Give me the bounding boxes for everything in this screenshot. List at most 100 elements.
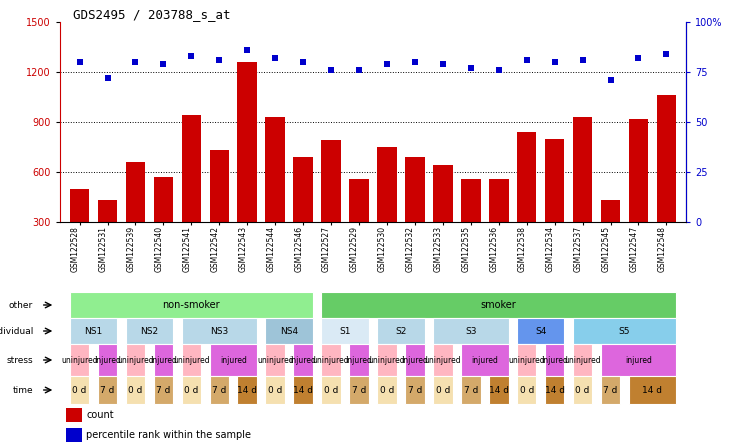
Text: 0 d: 0 d (520, 385, 534, 395)
Text: GDS2495 / 203788_s_at: GDS2495 / 203788_s_at (73, 8, 230, 21)
Text: time: time (13, 385, 33, 395)
Text: percentile rank within the sample: percentile rank within the sample (86, 430, 251, 440)
Bar (573, 117, 592, 272)
Bar (266, 117, 285, 272)
Bar (350, 178, 369, 272)
Text: injured: injured (220, 356, 247, 365)
Text: 14 d: 14 d (293, 385, 313, 395)
Text: 0 d: 0 d (380, 385, 394, 395)
Bar (294, 157, 313, 272)
Bar (66, 408, 82, 422)
Text: injured: injured (94, 356, 121, 365)
Text: injured: injured (290, 356, 316, 365)
Point (353, 67, 365, 74)
Text: 14 d: 14 d (643, 385, 662, 395)
Point (241, 47, 253, 54)
Text: NS3: NS3 (210, 326, 228, 336)
Text: 0 d: 0 d (184, 385, 199, 395)
Bar (657, 95, 676, 272)
Text: 7 d: 7 d (212, 385, 227, 395)
Text: S4: S4 (535, 326, 546, 336)
Text: uninjured: uninjured (257, 356, 294, 365)
Bar (66, 428, 82, 442)
Bar (126, 162, 145, 272)
Bar (629, 119, 648, 272)
Text: S2: S2 (395, 326, 406, 336)
Bar (322, 140, 341, 272)
Bar (601, 200, 620, 272)
Text: 0 d: 0 d (324, 385, 339, 395)
Point (185, 52, 197, 59)
Text: 0 d: 0 d (576, 385, 590, 395)
Bar (70, 189, 89, 272)
Point (297, 59, 309, 66)
Text: count: count (86, 410, 114, 420)
Bar (405, 157, 425, 272)
Bar (238, 62, 257, 272)
Bar (98, 200, 117, 272)
Text: 0 d: 0 d (128, 385, 143, 395)
Point (381, 60, 393, 67)
Text: 0 d: 0 d (72, 385, 87, 395)
Text: uninjured: uninjured (565, 356, 601, 365)
Text: uninjured: uninjured (509, 356, 545, 365)
Text: 7 d: 7 d (352, 385, 367, 395)
Text: 0 d: 0 d (268, 385, 283, 395)
Point (577, 56, 589, 63)
Text: other: other (9, 301, 33, 309)
Text: uninjured: uninjured (313, 356, 350, 365)
Text: injured: injured (150, 356, 177, 365)
Point (325, 67, 337, 74)
Point (660, 51, 672, 58)
Point (158, 60, 169, 67)
Text: S1: S1 (339, 326, 351, 336)
Point (633, 55, 645, 62)
Point (213, 56, 225, 63)
Bar (433, 165, 453, 272)
Point (465, 64, 477, 71)
Text: NS2: NS2 (141, 326, 158, 336)
Text: injured: injured (346, 356, 372, 365)
Text: 7 d: 7 d (408, 385, 422, 395)
Bar (182, 115, 201, 272)
Bar (461, 178, 481, 272)
Text: NS1: NS1 (85, 326, 102, 336)
Text: 7 d: 7 d (464, 385, 478, 395)
Bar (517, 132, 537, 272)
Text: injured: injured (541, 356, 568, 365)
Text: non-smoker: non-smoker (163, 300, 220, 310)
Text: smoker: smoker (481, 300, 517, 310)
Bar (489, 178, 509, 272)
Text: 14 d: 14 d (545, 385, 565, 395)
Text: stress: stress (7, 356, 33, 365)
Point (102, 75, 113, 82)
Bar (545, 139, 565, 272)
Point (549, 59, 561, 66)
Text: uninjured: uninjured (61, 356, 98, 365)
Bar (154, 177, 173, 272)
Text: 14 d: 14 d (489, 385, 509, 395)
Point (493, 67, 505, 74)
Text: 14 d: 14 d (237, 385, 258, 395)
Text: 7 d: 7 d (100, 385, 115, 395)
Point (521, 56, 533, 63)
Text: 7 d: 7 d (156, 385, 171, 395)
Text: uninjured: uninjured (425, 356, 461, 365)
Text: S5: S5 (619, 326, 630, 336)
Text: 0 d: 0 d (436, 385, 450, 395)
Text: injured: injured (401, 356, 428, 365)
Text: individual: individual (0, 326, 33, 336)
Text: S3: S3 (465, 326, 477, 336)
Text: uninjured: uninjured (369, 356, 406, 365)
Text: injured: injured (471, 356, 498, 365)
Bar (377, 147, 397, 272)
Point (605, 76, 617, 83)
Bar (210, 151, 229, 272)
Text: uninjured: uninjured (117, 356, 154, 365)
Point (409, 59, 421, 66)
Point (269, 55, 281, 62)
Text: 7 d: 7 d (604, 385, 618, 395)
Point (437, 60, 449, 67)
Text: NS4: NS4 (280, 326, 298, 336)
Point (74, 59, 85, 66)
